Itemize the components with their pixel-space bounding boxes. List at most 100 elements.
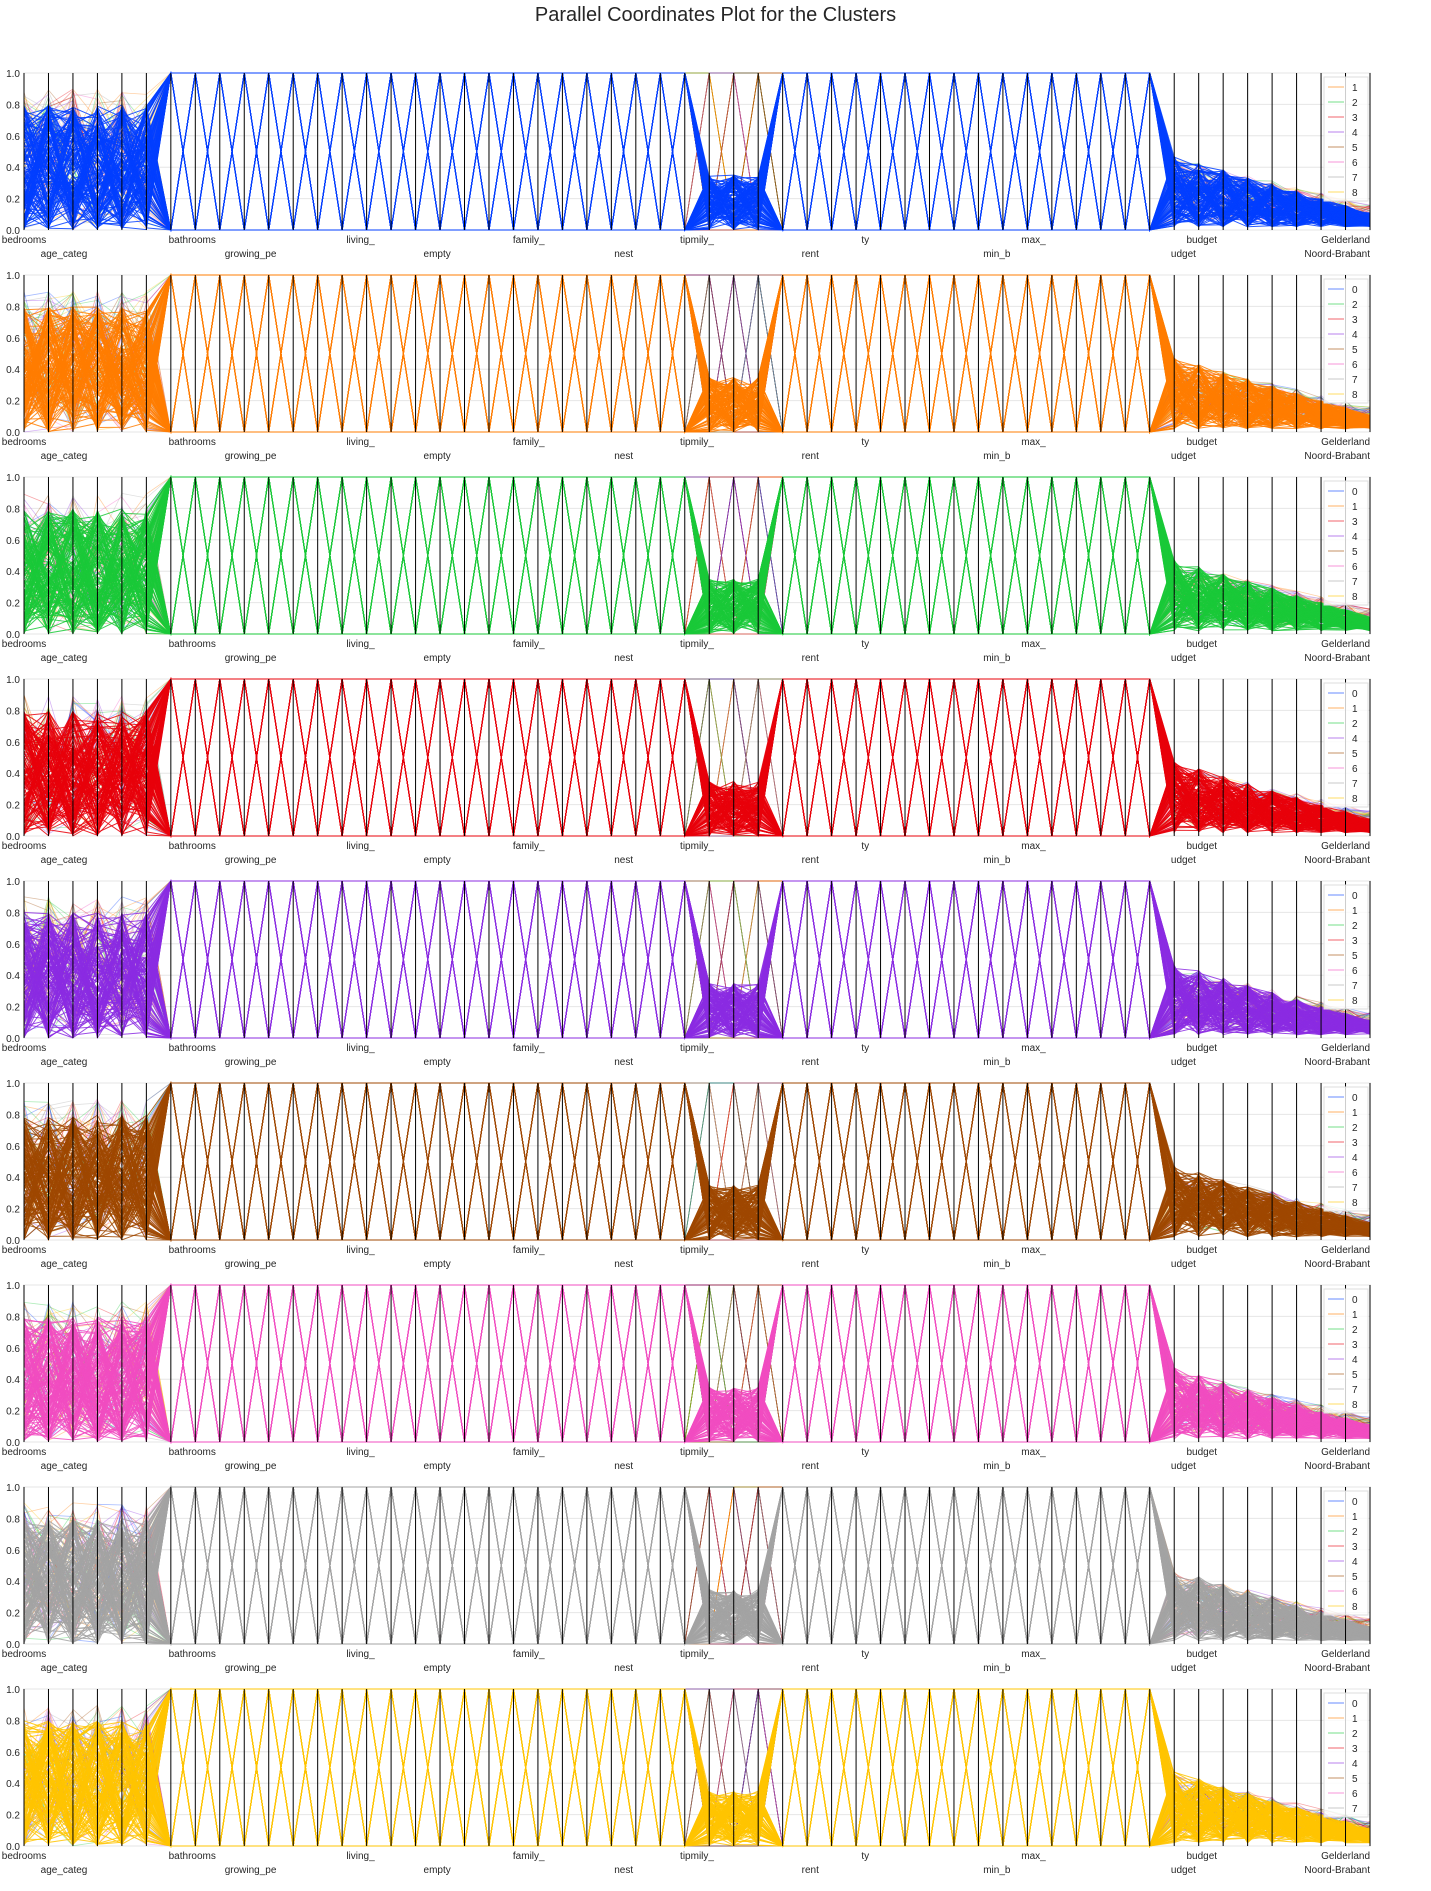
y-tick-label: 0.8 [6,1716,20,1727]
cluster-line [23,678,1371,837]
x-axis-label: bathrooms [169,1447,216,1458]
cluster-line [23,880,1371,1040]
x-axis-label: budget [1186,1649,1217,1660]
x-axis-label: age_categ [41,1865,88,1876]
x-axis-label: empty [424,1259,451,1270]
x-axis-label: Noord-Brabant [1304,1663,1370,1674]
legend-entry: 7 [1352,1385,1358,1396]
y-tick-label: 0.0 [6,1236,20,1247]
y-tick-label: 1.0 [6,1483,20,1494]
cluster-line [23,1284,1371,1443]
y-tick-label: 0.4 [6,163,20,174]
x-axis-label: udget [1171,1057,1196,1068]
figure-title: Parallel Coordinates Plot for the Cluste… [534,4,897,26]
x-axis-label: rent [802,1865,819,1876]
legend-entry: 7 [1352,375,1358,386]
x-axis-label: Noord-Brabant [1304,653,1370,664]
x-axis-label: growing_pe [225,1057,277,1068]
x-axis-label: rent [802,1663,819,1674]
cluster-line [23,72,1371,232]
cluster-panel-3: 0.0 0.2 0.4 0.6 0.8 1.0 bedrooms bathrooms livin… [2,675,1371,866]
x-axis-label: Gelderland [1321,1851,1370,1862]
y-tick-label: 0.0 [6,1640,20,1651]
x-axis-label: age_categ [41,1461,88,1472]
legend-entry: 1 [1352,906,1358,917]
x-axis-label: empty [424,1057,451,1068]
y-tick-label: 1.0 [6,271,20,282]
x-axis-label: family_ [513,1245,545,1256]
x-axis-label: Noord-Brabant [1304,249,1370,260]
legend-entry: 8 [1352,390,1358,401]
legend-entry: 5 [1352,143,1358,154]
y-tick-label: 0.8 [6,1312,20,1323]
x-axis-label: max_ [1021,437,1046,448]
y-tick-label: 0.2 [6,1205,20,1216]
x-axis-label: ty [861,1245,869,1256]
x-axis-label: udget [1171,653,1196,664]
y-tick-label: 0.6 [6,132,20,143]
x-axis-label: ty [861,1043,869,1054]
x-axis-label: budget [1186,1245,1217,1256]
legend-entry: 4 [1352,532,1358,543]
x-axis-label: empty [424,1461,451,1472]
legend-box [1323,278,1369,404]
y-tick-label: 0.2 [6,1003,20,1014]
x-axis-label: living_ [346,235,375,246]
x-axis-label: Gelderland [1321,1649,1370,1660]
x-axis-label: ty [861,235,869,246]
cluster-line [23,1486,1371,1645]
legend-box [1323,1490,1369,1616]
y-tick-label: 0.8 [6,1514,20,1525]
legend-entry: 0 [1352,487,1358,498]
y-tick-label: 1.0 [6,675,20,686]
cluster-panel-8: 0.0 0.2 0.4 0.6 0.8 1.0 bedrooms bathrooms livin… [2,1685,1371,1876]
x-axis-label: bedrooms [2,1851,46,1862]
x-axis-label: rent [802,249,819,260]
y-tick-label: 0.2 [6,1407,20,1418]
x-axis-label: ty [861,639,869,650]
y-tick-label: 0.6 [6,940,20,951]
x-axis-label: bathrooms [169,639,216,650]
x-axis-label: empty [424,1663,451,1674]
y-tick-label: 0.2 [6,801,20,812]
legend-entry: 6 [1352,562,1358,573]
legend-entry: 2 [1352,1729,1358,1740]
y-tick-label: 0.0 [6,1034,20,1045]
x-axis-label: min_b [983,855,1011,866]
y-tick-label: 1.0 [6,473,20,484]
x-axis-label: empty [424,855,451,866]
legend-entry: 8 [1352,794,1358,805]
y-tick-label: 1.0 [6,877,20,888]
legend-entry: 3 [1352,1744,1358,1755]
x-axis-label: living_ [346,639,375,650]
legend-entry: 6 [1352,1168,1358,1179]
x-axis-label: budget [1186,1851,1217,1862]
cluster-line [23,274,1371,433]
x-axis-label: age_categ [41,855,88,866]
x-axis-label: bedrooms [2,437,46,448]
x-axis-label: max_ [1021,841,1046,852]
y-tick-label: 0.6 [6,738,20,749]
cluster-panel-7: 0.0 0.2 0.4 0.6 0.8 1.0 bedrooms bathrooms livin… [2,1483,1371,1674]
cluster-line [23,1082,1371,1242]
y-tick-label: 0.4 [6,971,20,982]
legend-entry: 2 [1352,98,1358,109]
y-tick-label: 0.6 [6,1546,20,1557]
x-axis-label: age_categ [41,1259,88,1270]
y-tick-label: 0.4 [6,567,20,578]
x-axis-label: udget [1171,1865,1196,1876]
x-axis-label: budget [1186,841,1217,852]
legend-box [1323,1086,1369,1212]
y-tick-label: 0.0 [6,630,20,641]
legend-entry: 4 [1352,1355,1358,1366]
cluster-line [23,678,1371,838]
y-tick-label: 0.0 [6,226,20,237]
legend-entry: 8 [1352,1400,1358,1411]
legend-entry: 3 [1352,517,1358,528]
x-axis-label: max_ [1021,1043,1046,1054]
x-axis-label: age_categ [41,451,88,462]
legend-entry: 6 [1352,360,1358,371]
x-axis-label: tipmily_ [680,235,714,246]
y-tick-label: 0.2 [6,195,20,206]
